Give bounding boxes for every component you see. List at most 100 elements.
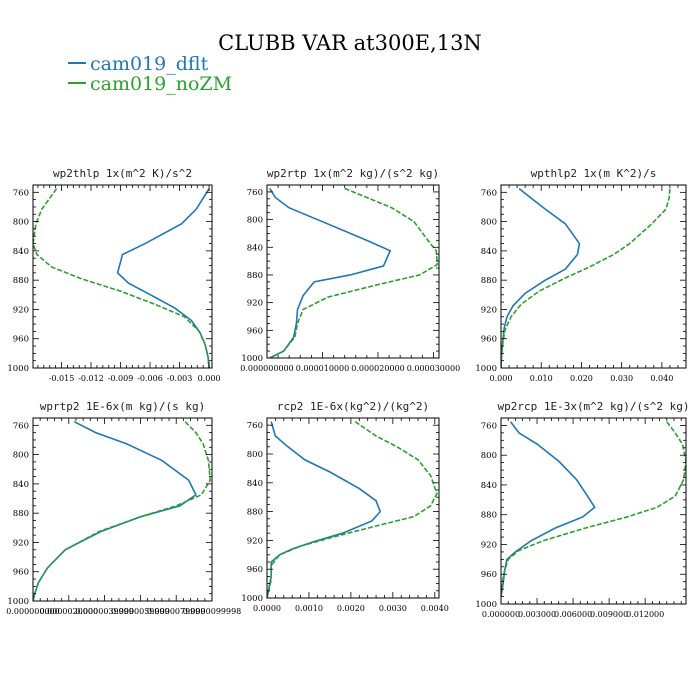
x-tick-label: 0.030 <box>610 374 633 383</box>
plot-frame <box>500 417 687 605</box>
y-tick-label: 800 <box>481 218 497 228</box>
y-tick-label: 840 <box>247 479 263 489</box>
plot-frame <box>32 184 213 369</box>
y-tick-label: 880 <box>13 509 29 519</box>
y-tick-label: 920 <box>481 540 497 550</box>
y-tick-label: 880 <box>481 276 497 286</box>
y-tick-label: 960 <box>247 565 263 575</box>
y-tick-label: 880 <box>247 271 263 281</box>
y-tick-label: 1000 <box>241 354 263 364</box>
y-tick-label: 920 <box>247 299 263 309</box>
legend-label-nozm: cam019_noZM <box>90 73 232 95</box>
x-tick-label: 0.0000099998 <box>183 607 242 616</box>
x-tick-label: 0.000000000 <box>240 364 293 373</box>
y-tick-label: 920 <box>481 305 497 315</box>
legend-entry-1: cam019_dflt <box>68 53 209 75</box>
x-tick-label: 0.0000020000 <box>40 607 99 616</box>
series-line-nozm <box>501 421 686 597</box>
y-tick-label: 760 <box>247 188 263 198</box>
y-tick-label: 1000 <box>7 364 29 374</box>
legend-entry-2: cam019_noZM <box>68 73 232 95</box>
y-tick-label: 840 <box>247 243 263 253</box>
legend-label-dflt: cam019_dflt <box>90 53 209 75</box>
x-tick-label: 0.020 <box>570 374 593 383</box>
x-tick-label: 0.000010000 <box>296 364 349 373</box>
y-tick-label: 760 <box>481 188 497 198</box>
y-tick-label: 1000 <box>241 594 263 604</box>
x-tick-label: 0.0000079999 <box>147 607 206 616</box>
x-tick-label: -0.012 <box>78 374 104 383</box>
series-line-nozm <box>267 420 438 598</box>
x-tick-label: 0.0030 <box>379 604 407 613</box>
y-tick-label: 880 <box>481 511 497 521</box>
series-line-dflt <box>267 421 382 598</box>
subplot-title: wprtp2 1E-6x(m kg)/(s kg) <box>40 400 206 413</box>
y-tick-label: 840 <box>481 481 497 491</box>
subplot-2: wp2rtp 1x(m^2 kg)/(s^2 kg) 760 800 840 880 92… <box>240 167 460 373</box>
x-tick-label: 0.000 <box>198 374 221 383</box>
y-tick-label: 760 <box>481 421 497 431</box>
series-line-dflt <box>116 188 210 368</box>
subplot-title: wp2rcp 1E-3x(m^2 kg)/(s^2 kg) <box>497 400 689 413</box>
y-tick-label: 960 <box>13 568 29 578</box>
series-line-nozm <box>33 421 212 601</box>
series-line-dflt <box>501 188 581 368</box>
x-tick-label: -0.003 <box>167 374 193 383</box>
legend: cam019_dflt cam019_noZM <box>68 53 232 95</box>
subplot-title: wp2rtp 1x(m^2 kg)/(s^2 kg) <box>267 167 439 180</box>
y-tick-label: 800 <box>481 451 497 461</box>
series-line-nozm <box>269 187 439 358</box>
y-tick-label: 1000 <box>7 597 29 607</box>
x-tick-label: 0.009000 <box>590 610 628 619</box>
subplot-title: wp2thlp 1x(m^2 K)/s^2 <box>53 167 192 180</box>
x-tick-label: -0.015 <box>49 374 75 383</box>
y-tick-label: 800 <box>13 451 29 461</box>
x-tick-label: 0.0000 <box>253 604 281 613</box>
y-tick-label: 960 <box>247 326 263 336</box>
figure-title: CLUBB VAR at300E,13N <box>218 31 482 55</box>
y-tick-label: 920 <box>247 536 263 546</box>
x-tick-label: 0.0020 <box>337 604 365 613</box>
y-tick-label: 960 <box>481 335 497 345</box>
y-tick-label: 960 <box>13 335 29 345</box>
subplot-5: rcp2 1E-6x(kg^2)/(kg^2) 760 800 840 880 920 96… <box>241 400 448 613</box>
y-tick-label: 960 <box>481 570 497 580</box>
y-tick-label: 920 <box>13 538 29 548</box>
x-tick-label: 0.0010 <box>295 604 323 613</box>
x-tick-label: 0.0040 <box>421 604 449 613</box>
x-tick-label: 0.000030000 <box>407 364 460 373</box>
x-tick-label: 0.003000 <box>518 610 556 619</box>
y-tick-label: 760 <box>13 421 29 431</box>
y-tick-label: 920 <box>13 305 29 315</box>
subplot-1: wp2thlp 1x(m^2 K)/s^2 760 800 840 880 920 960 1… <box>7 167 220 383</box>
x-tick-label: 0.000000000 <box>6 607 59 616</box>
y-tick-label: 800 <box>247 450 263 460</box>
y-tick-label: 840 <box>13 247 29 257</box>
y-tick-label: 840 <box>13 480 29 490</box>
series-line-dflt <box>33 420 197 601</box>
subplot-6: wp2rcp 1E-3x(m^2 kg)/(s^2 kg)760 800 840 88… <box>475 400 689 619</box>
plot-frame <box>266 417 440 599</box>
subplot-title: wpthlp2 1x(m K^2)/s <box>531 167 657 180</box>
plot-frame <box>266 184 440 359</box>
x-tick-label: 0.0000059999 <box>111 607 170 616</box>
y-tick-label: 880 <box>13 276 29 286</box>
series-line-dflt <box>269 188 392 358</box>
y-tick-label: 800 <box>247 216 263 226</box>
subplot-4: wprtp2 1E-6x(m kg)/(s kg) 760 800 840 880 920… <box>6 400 241 616</box>
x-tick-label: 0.006000 <box>554 610 592 619</box>
x-tick-label: 0.040 <box>650 374 673 383</box>
y-tick-label: 840 <box>481 247 497 257</box>
y-tick-label: 1000 <box>475 364 497 374</box>
x-tick-label: -0.006 <box>137 374 163 383</box>
subplot-3: wpthlp2 1x(m K^2)/s 760 800 840 880 920 960 100… <box>475 167 687 383</box>
x-tick-label: -0.009 <box>108 374 134 383</box>
x-tick-label: 0.000020000 <box>351 364 404 373</box>
y-tick-label: 1000 <box>475 600 497 610</box>
series-line-nozm <box>33 188 210 368</box>
plot-frame <box>32 417 213 602</box>
series-line-nozm <box>501 188 671 368</box>
series-line-dflt <box>501 421 596 597</box>
y-tick-label: 760 <box>247 421 263 431</box>
